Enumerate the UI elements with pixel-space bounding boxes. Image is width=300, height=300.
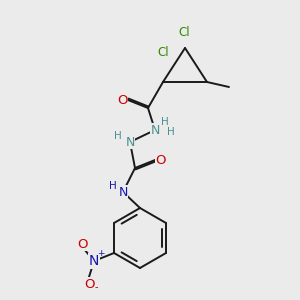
Text: O: O <box>156 154 166 166</box>
Text: -: - <box>94 282 98 292</box>
Text: H: H <box>161 117 169 127</box>
Text: N: N <box>89 254 99 268</box>
Text: Cl: Cl <box>157 46 169 59</box>
Text: Cl: Cl <box>178 26 190 38</box>
Text: H: H <box>167 127 175 137</box>
Text: O: O <box>84 278 94 290</box>
Text: N: N <box>150 124 160 136</box>
Text: N: N <box>125 136 135 148</box>
Text: H: H <box>109 181 117 191</box>
Text: O: O <box>117 94 127 106</box>
Text: H: H <box>114 131 122 141</box>
Text: +: + <box>97 250 105 259</box>
Text: N: N <box>118 185 128 199</box>
Text: O: O <box>77 238 87 250</box>
